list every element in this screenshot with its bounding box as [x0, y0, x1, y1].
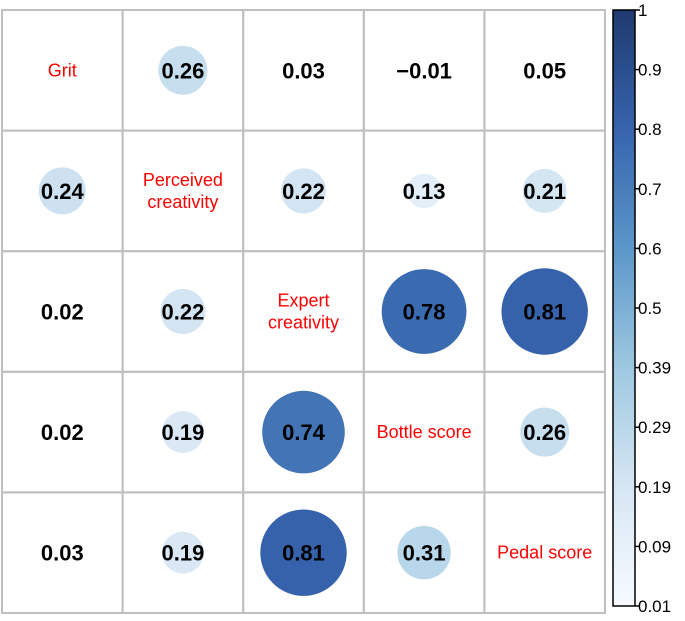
- correlation-value-label: 0.81: [523, 300, 566, 325]
- correlation-circle: [260, 509, 347, 596]
- correlation-circle: [520, 407, 570, 457]
- correlation-value-label: 0.22: [161, 300, 204, 325]
- variable-label: Expert creativity: [268, 291, 339, 333]
- correlation-circle: [406, 173, 442, 209]
- colorbar-tick-label: 0.6: [638, 239, 662, 258]
- colorbar-tick-label: 0.01: [638, 597, 671, 616]
- colorbar-tick-label: 0.39: [638, 359, 671, 378]
- circle-marks: [38, 45, 588, 596]
- correlation-value-label: 0.31: [403, 541, 446, 566]
- colorbar-tick-label: 0.9: [638, 61, 662, 80]
- variable-label: Pedal score: [497, 543, 592, 563]
- correlation-value-label: 0.22: [282, 179, 325, 204]
- correlation-circle: [158, 45, 208, 95]
- colorbar-tick-label: 0.09: [638, 537, 671, 556]
- colorbar-gradient: [612, 9, 636, 607]
- colorbar-tick-label: 0.8: [638, 120, 662, 139]
- matrix-cell: [121, 129, 245, 253]
- correlation-value-label: 0.02: [41, 420, 84, 445]
- correlation-value-label: 0.74: [282, 420, 326, 445]
- colorbar-tick-label: 0.19: [638, 478, 671, 497]
- correlation-circle: [280, 168, 327, 214]
- correlation-value-label: 0.78: [403, 300, 446, 325]
- correlation-value-label: 0.19: [161, 541, 204, 566]
- correlation-value-label: 0.19: [161, 420, 204, 445]
- correlation-circle: [397, 525, 451, 580]
- correlation-circle: [381, 269, 467, 354]
- correlation-circle: [160, 288, 206, 335]
- correlation-circle: [262, 390, 345, 474]
- variable-label: Perceived creativity: [143, 170, 223, 212]
- variable-label: Grit: [48, 60, 77, 80]
- correlation-value-label: 0.24: [41, 179, 85, 204]
- correlation-value-label: −0.01: [396, 58, 452, 83]
- correlation-value-label: 0.26: [161, 58, 204, 83]
- variable-label: Bottle score: [377, 422, 472, 442]
- colorbar-tick-label: 0.5: [638, 299, 662, 318]
- colorbar-tick-label: 0.7: [638, 180, 662, 199]
- correlation-value-label: 0.03: [282, 58, 325, 83]
- correlation-circle: [161, 411, 204, 454]
- correlation-value-label: 0.13: [403, 179, 446, 204]
- correlation-circle: [501, 268, 588, 355]
- correlation-value-label: 0.81: [282, 541, 325, 566]
- cell-labels: Grit 0.26 0.03 −0.01 0.05 0.24 Perceived creati…: [41, 58, 592, 565]
- colorbar: 1 0.9 0.8 0.7 0.6 0.5 0.39 0.29 0.19 0.09 0.01: [612, 1, 671, 616]
- matrix-grid: [1, 9, 606, 614]
- correlation-circle: [161, 531, 204, 574]
- correlation-value-label: 0.21: [523, 179, 566, 204]
- colorbar-tick-label: 0.29: [638, 418, 671, 437]
- correlation-circle: [38, 167, 86, 215]
- matrix-cell: [242, 250, 365, 373]
- correlation-value-label: 0.26: [523, 420, 566, 445]
- correlation-value-label: 0.03: [41, 541, 84, 566]
- correlation-value-label: 0.05: [523, 58, 566, 83]
- correlation-circle: [522, 168, 567, 213]
- correlation-value-label: 0.02: [41, 300, 84, 325]
- matrix-cell: [483, 491, 606, 614]
- colorbar-tick-label: 1: [638, 1, 647, 20]
